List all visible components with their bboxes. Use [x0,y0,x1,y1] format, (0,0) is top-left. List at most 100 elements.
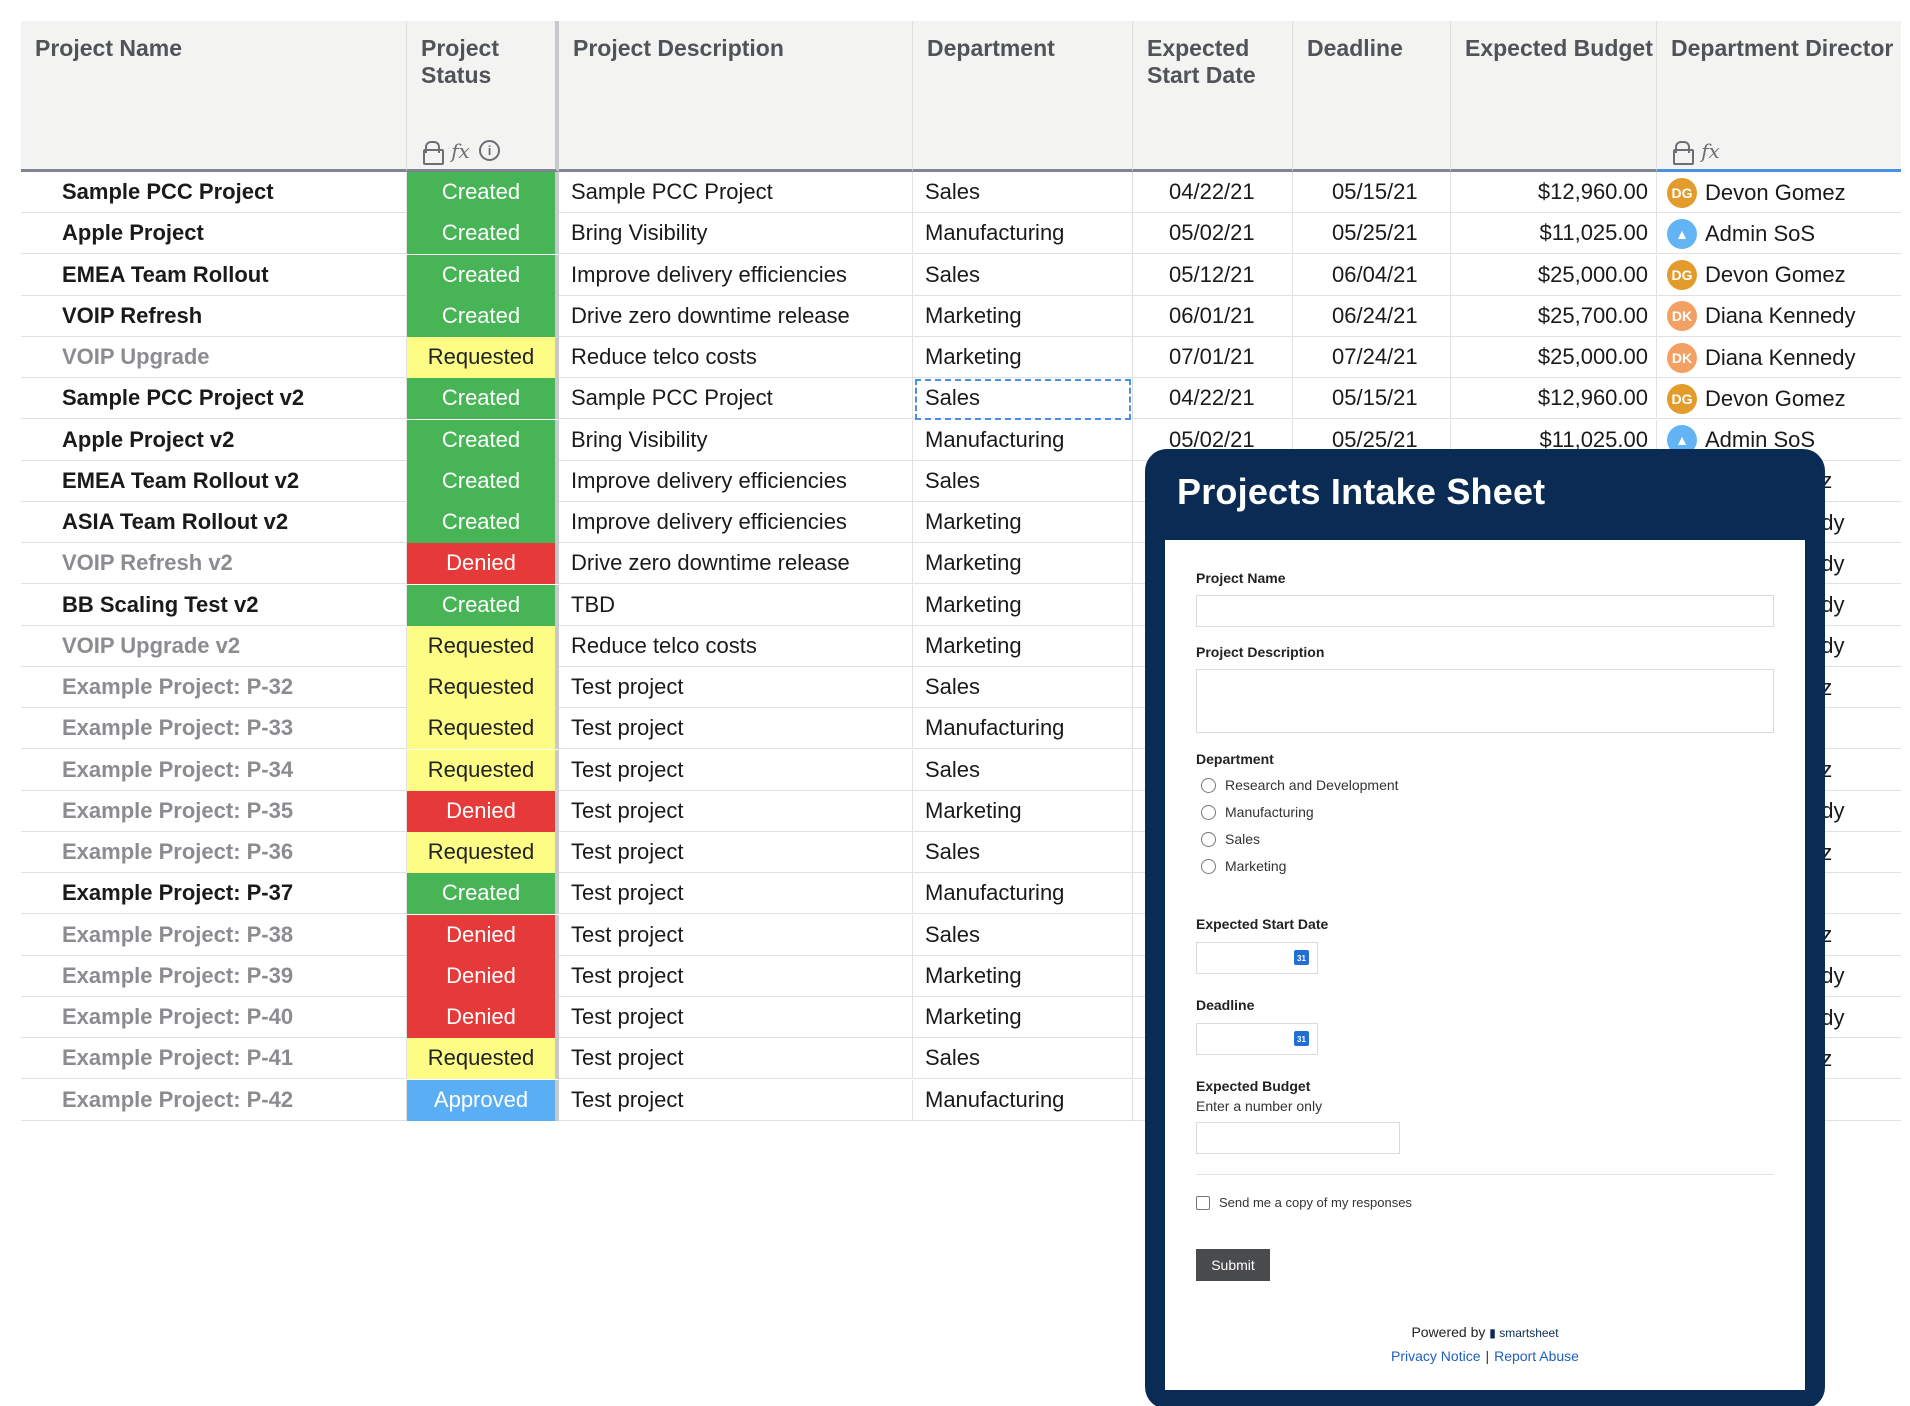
deadline-cell[interactable]: 06/04/21 [1293,254,1451,296]
project-description-cell[interactable]: Test project [559,1038,913,1080]
deadline-cell[interactable]: 05/15/21 [1293,172,1451,213]
radio-icon[interactable] [1201,804,1216,820]
department-cell[interactable]: Manufacturing [913,213,1133,255]
department-cell[interactable]: Manufacturing [913,873,1133,915]
status-badge[interactable]: Requested [407,337,559,378]
status-badge[interactable]: Approved [407,1079,559,1121]
department-cell[interactable]: Sales [913,914,1133,956]
status-badge[interactable]: Denied [407,543,559,585]
status-badge[interactable]: Requested [407,708,559,750]
report-abuse-link[interactable]: Report Abuse [1494,1348,1579,1364]
project-description-cell[interactable]: Reduce telco costs [559,625,913,667]
status-badge[interactable]: Created [407,502,559,543]
table-row[interactable]: Sample PCC Project Created Sample PCC Proj… [21,172,1901,213]
status-badge[interactable]: Denied [407,955,559,997]
budget-cell[interactable]: $12,960.00 [1451,378,1657,420]
director-cell[interactable]: DG Devon Gomez [1657,172,1901,213]
project-name-cell[interactable]: VOIP Refresh v2 [21,543,407,585]
info-icon[interactable]: i [479,140,500,161]
deadline-cell[interactable]: 05/15/21 [1293,378,1451,420]
department-cell[interactable]: Marketing [913,955,1133,997]
project-name-cell[interactable]: Sample PCC Project v2 [21,378,407,420]
project-name-cell[interactable]: Example Project: P-39 [21,955,407,997]
radio-icon[interactable] [1201,777,1216,793]
table-row[interactable]: VOIP Refresh Created Drive zero downtime r… [21,295,1901,337]
project-description-cell[interactable]: Improve delivery efficiencies [559,460,913,502]
project-description-cell[interactable]: Test project [559,914,913,956]
project-name-cell[interactable]: Apple Project [21,213,407,255]
project-name-cell[interactable]: ASIA Team Rollout v2 [21,502,407,543]
table-row[interactable]: Sample PCC Project v2 Created Sample PCC P… [21,378,1901,420]
status-badge[interactable]: Requested [407,667,559,708]
start-date-cell[interactable]: 05/02/21 [1133,213,1293,255]
department-cell[interactable]: Marketing [913,543,1133,585]
status-badge[interactable]: Created [407,254,559,296]
start-date-cell[interactable]: 07/01/21 [1133,337,1293,378]
project-description-cell[interactable]: Drive zero downtime release [559,295,913,337]
table-row[interactable]: Example Project: P-35 Denied Test project M… [21,790,1901,832]
department-cell[interactable]: Sales [913,378,1133,420]
department-cell[interactable]: Sales [913,460,1133,502]
header-project-status[interactable]: Project Status fx i [407,21,559,172]
start-date-cell[interactable]: 04/22/21 [1133,172,1293,213]
department-cell[interactable]: Sales [913,254,1133,296]
budget-cell[interactable]: $25,000.00 [1451,254,1657,296]
department-cell[interactable]: Marketing [913,790,1133,832]
header-expected-start-date[interactable]: Expected Start Date [1133,21,1293,172]
project-name-cell[interactable]: VOIP Upgrade [21,337,407,378]
director-cell[interactable]: ▲ Admin SoS [1657,213,1901,254]
header-department[interactable]: Department [913,21,1133,172]
project-name-cell[interactable]: Example Project: P-35 [21,790,407,832]
checkbox-icon[interactable] [1196,1195,1210,1210]
budget-cell[interactable]: $11,025.00 [1451,419,1657,461]
status-badge[interactable]: Created [407,419,559,461]
status-badge[interactable]: Created [407,378,559,420]
budget-cell[interactable]: $12,960.00 [1451,172,1657,213]
status-badge[interactable]: Denied [407,790,559,832]
table-row[interactable]: VOIP Upgrade Requested Reduce telco costs M… [21,337,1901,378]
start-date-cell[interactable]: 05/12/21 [1133,254,1293,296]
submit-button[interactable]: Submit [1196,1249,1270,1281]
department-cell[interactable]: Sales [913,1038,1133,1080]
project-name-cell[interactable]: VOIP Upgrade v2 [21,625,407,667]
table-row[interactable]: VOIP Upgrade v2 Requested Reduce telco cos… [21,625,1901,667]
table-row[interactable]: EMEA Team Rollout v2 Created Improve deliv… [21,460,1901,502]
project-description-cell[interactable]: Improve delivery efficiencies [559,502,913,543]
project-name-cell[interactable]: Example Project: P-38 [21,914,407,956]
status-badge[interactable]: Created [407,172,559,213]
project-description-cell[interactable]: Drive zero downtime release [559,543,913,585]
director-cell[interactable]: DK Diana Kennedy [1657,296,1901,337]
table-row[interactable]: Example Project: P-41 Requested Test proje… [21,1038,1901,1080]
status-badge[interactable]: Created [407,460,559,502]
project-description-cell[interactable]: Test project [559,667,913,708]
department-cell[interactable]: Manufacturing [913,1079,1133,1121]
department-cell[interactable]: Manufacturing [913,419,1133,461]
project-description-cell[interactable]: Test project [559,873,913,915]
radio-icon[interactable] [1201,858,1216,874]
department-option-sales[interactable]: Sales [1201,831,1260,847]
table-row[interactable]: Example Project: P-37 Created Test project… [21,873,1901,915]
status-badge[interactable]: Requested [407,749,559,791]
header-expected-budget[interactable]: Expected Budget [1451,21,1657,172]
project-description-cell[interactable]: Test project [559,708,913,750]
status-badge[interactable]: Requested [407,625,559,667]
project-name-cell[interactable]: Example Project: P-37 [21,873,407,915]
table-row[interactable]: EMEA Team Rollout Created Improve delivery… [21,254,1901,296]
project-name-cell[interactable]: Example Project: P-34 [21,749,407,791]
department-cell[interactable]: Marketing [913,337,1133,378]
deadline-cell[interactable]: 05/25/21 [1293,419,1451,461]
table-row[interactable]: Example Project: P-40 Denied Test project M… [21,997,1901,1038]
table-row[interactable]: Example Project: P-32 Requested Test proje… [21,667,1901,708]
project-description-cell[interactable]: Test project [559,955,913,997]
table-row[interactable]: ASIA Team Rollout v2 Created Improve deliv… [21,502,1901,543]
project-name-cell[interactable]: Example Project: P-41 [21,1038,407,1080]
project-description-cell[interactable]: Improve delivery efficiencies [559,254,913,296]
project-name-cell[interactable]: Apple Project v2 [21,419,407,461]
header-department-director[interactable]: Department Director fx [1657,21,1901,172]
status-badge[interactable]: Denied [407,997,559,1038]
department-option-manufacturing[interactable]: Manufacturing [1201,804,1314,820]
status-badge[interactable]: Requested [407,832,559,873]
send-copy-checkbox[interactable]: Send me a copy of my responses [1196,1195,1412,1210]
header-project-description[interactable]: Project Description [559,21,913,172]
start-date-cell[interactable]: 06/01/21 [1133,295,1293,337]
